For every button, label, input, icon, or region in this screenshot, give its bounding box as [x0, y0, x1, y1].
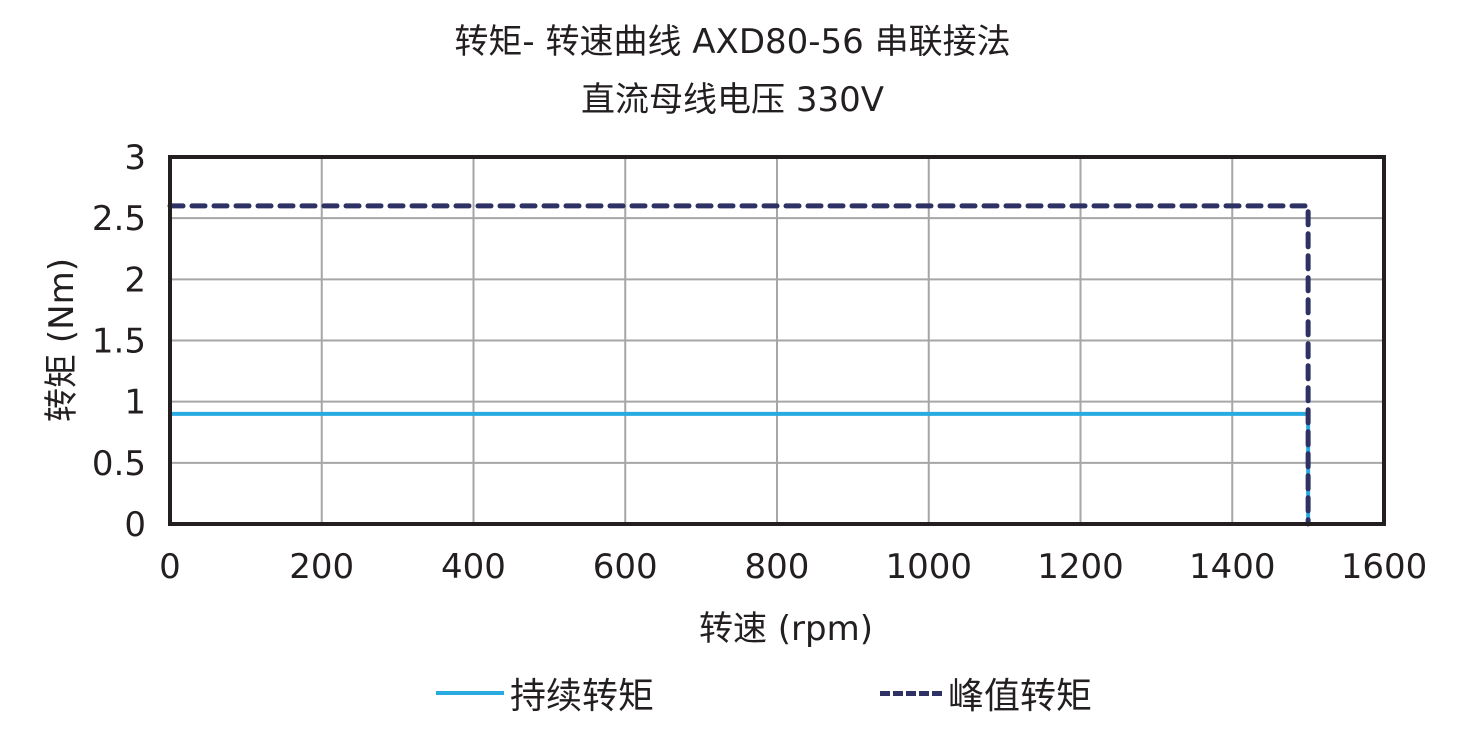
x-axis-ticks: 0 200 400 600 800 1000 1200 1400 1600	[159, 547, 1427, 587]
plot-frame	[168, 155, 1386, 526]
x-tick-label: 1200	[1037, 547, 1124, 587]
y-tick-label: 1	[124, 383, 146, 423]
y-axis-label: 转矩 (Nm)	[42, 258, 82, 422]
y-tick-label: 3	[124, 138, 146, 178]
solid-line-swatch-icon	[436, 691, 504, 695]
x-tick-label: 1400	[1189, 547, 1276, 587]
x-tick-label: 1600	[1341, 547, 1428, 587]
y-tick-label: 2	[124, 260, 146, 300]
y-tick-label: 2.5	[92, 199, 146, 239]
legend-label-peak: 峰值转矩	[948, 676, 1093, 717]
x-tick-label: 0	[159, 547, 181, 587]
x-tick-label: 400	[441, 547, 506, 587]
data-series	[167, 203, 1311, 527]
y-tick-label: 0.5	[92, 444, 146, 484]
y-tick-label: 0	[124, 505, 146, 545]
legend-item-peak: 峰值转矩	[880, 668, 1092, 718]
legend-item-continuous: 持续转矩	[436, 668, 654, 718]
x-tick-label: 200	[289, 547, 354, 587]
chart-subtitle: 直流母线电压 330V	[581, 80, 884, 120]
x-tick-label: 600	[593, 547, 658, 587]
y-axis-ticks: 0 0.5 1 1.5 2 2.5 3	[92, 138, 146, 545]
dashed-line-swatch-icon	[880, 690, 942, 696]
x-tick-label: 800	[745, 547, 810, 587]
x-tick-label: 1000	[885, 547, 972, 587]
peak-torque-line	[167, 203, 1311, 527]
y-tick-label: 1.5	[92, 322, 146, 362]
x-axis-label: 转速 (rpm)	[699, 609, 873, 649]
legend-label-continuous: 持续转矩	[510, 676, 655, 717]
continuous-torque-line	[170, 411, 1311, 524]
grid-lines	[170, 157, 1384, 524]
chart-title: 转矩- 转速曲线 AXD80-56 串联接法	[454, 22, 1011, 62]
